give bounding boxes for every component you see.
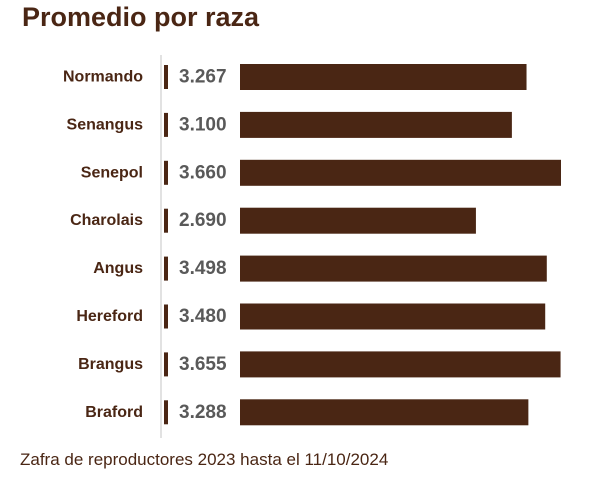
- category-label: Senangus: [67, 116, 144, 133]
- axis-tick: [164, 304, 168, 329]
- category-label: Senepol: [81, 164, 143, 181]
- axis-tick: [164, 400, 168, 425]
- axis-tick: [164, 208, 168, 233]
- category-label: Brangus: [78, 356, 143, 373]
- category-label: Normando: [63, 69, 143, 86]
- data-label: 3.660: [179, 162, 227, 183]
- axis-tick: [164, 112, 168, 137]
- axis-tick: [164, 256, 168, 281]
- bar-normando: [240, 64, 527, 90]
- axis-tick: [164, 65, 168, 89]
- data-label: 3.498: [179, 258, 227, 279]
- bar-senangus: [240, 111, 512, 138]
- axis-tick: [164, 352, 168, 377]
- data-label: 3.100: [179, 114, 227, 135]
- bar-brangus: [240, 351, 561, 378]
- axis-tick: [164, 160, 168, 185]
- bar-angus: [240, 255, 547, 282]
- category-label: Hereford: [76, 308, 143, 325]
- data-label: 2.690: [179, 210, 227, 231]
- bar-hereford: [240, 303, 546, 330]
- chart-title: Promedio por raza: [22, 2, 260, 32]
- data-label: 3.480: [179, 306, 227, 327]
- bar-charolais: [240, 207, 476, 234]
- category-label: Charolais: [70, 212, 143, 229]
- chart-footnote: Zafra de reproductores 2023 hasta el 11/…: [20, 450, 389, 469]
- bar-senepol: [240, 159, 561, 186]
- data-label: 3.288: [179, 402, 227, 423]
- data-label: 3.267: [179, 67, 227, 88]
- data-label: 3.655: [179, 354, 227, 375]
- category-label: Braford: [85, 404, 143, 421]
- bar-braford: [240, 399, 529, 426]
- category-label: Angus: [93, 260, 143, 277]
